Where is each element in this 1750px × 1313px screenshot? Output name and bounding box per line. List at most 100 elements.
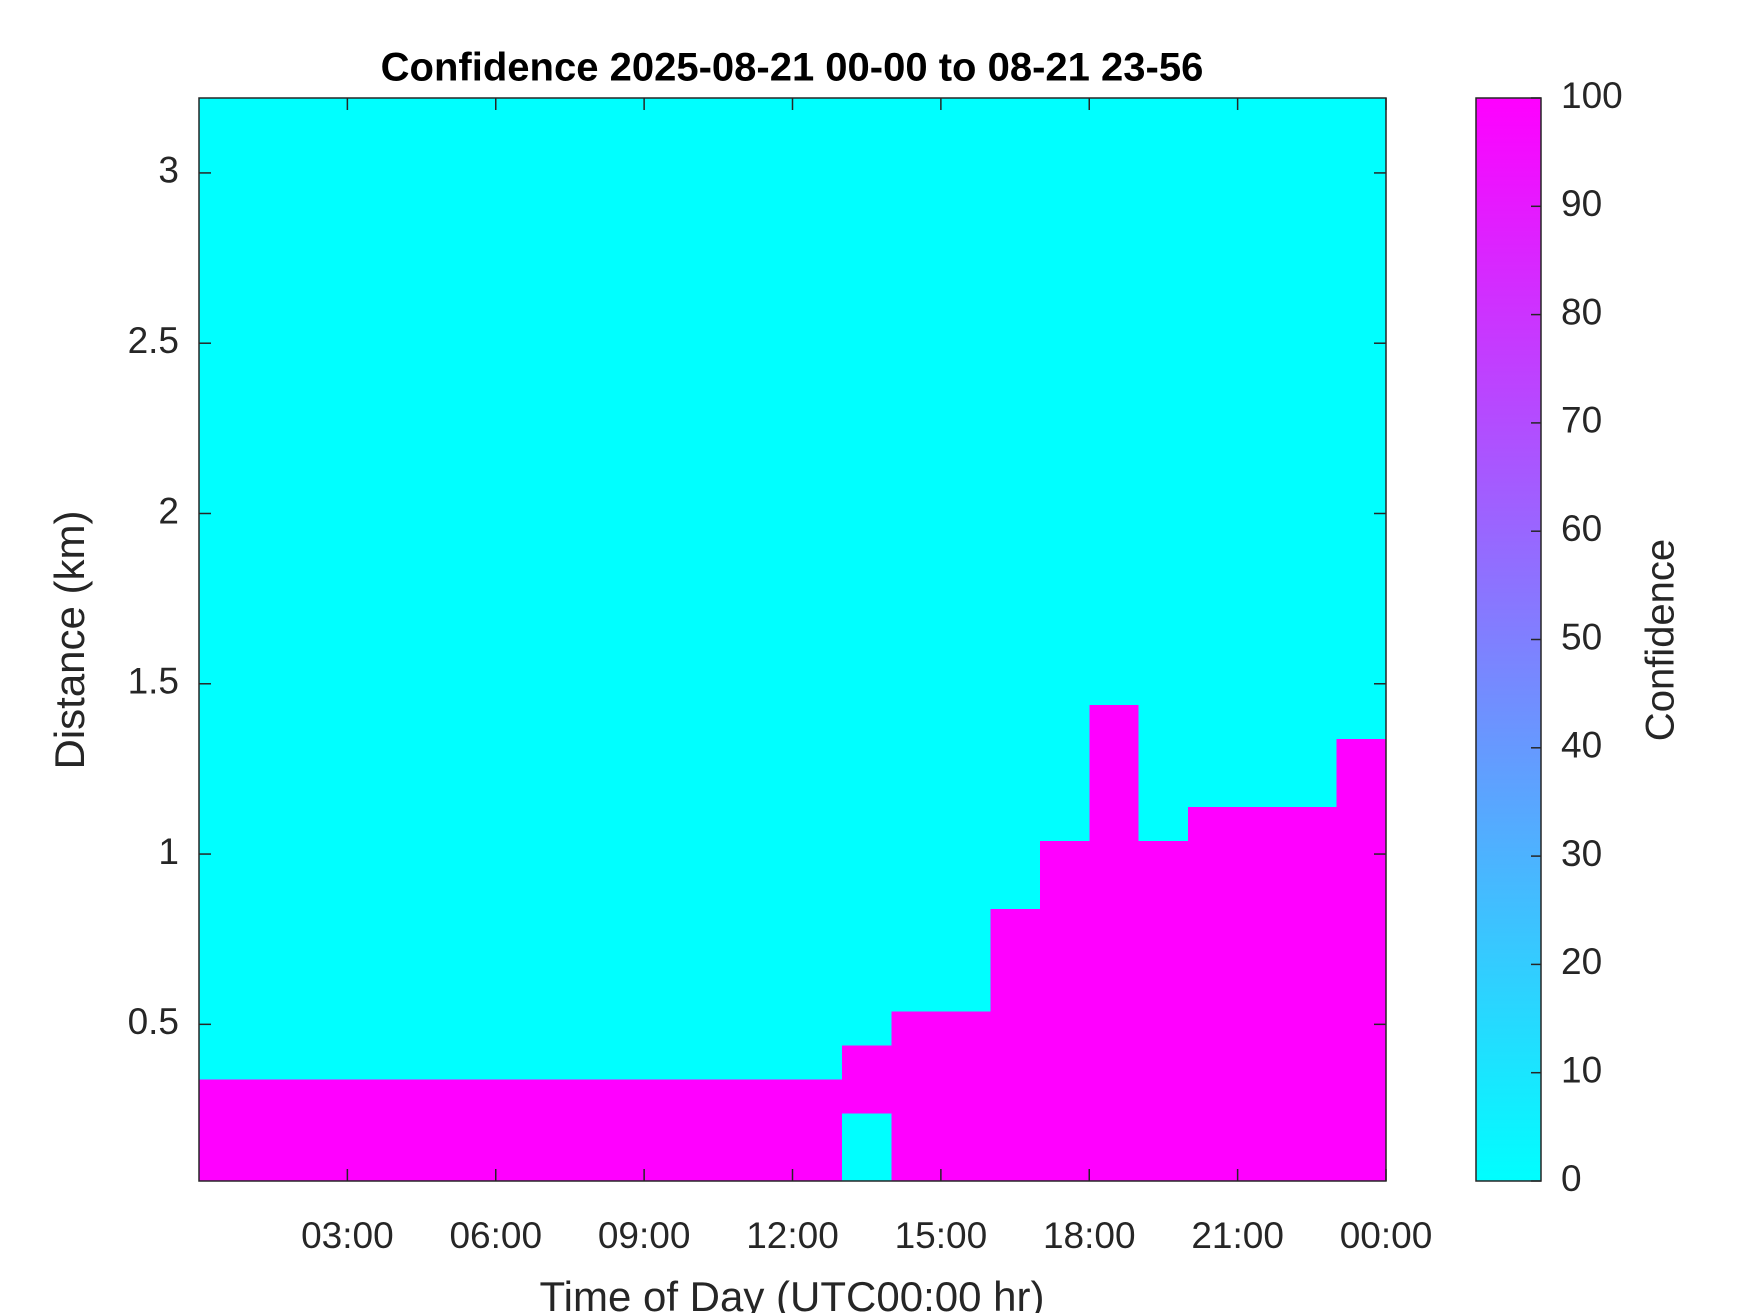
heatmap-cell: [1237, 908, 1288, 944]
heatmap-cell: [990, 1044, 1041, 1080]
heatmap-cell: [545, 874, 596, 910]
heatmap-cell: [297, 159, 348, 194]
heatmap-cell: [743, 670, 794, 705]
heatmap-cell: [1336, 98, 1386, 126]
heatmap-cell: [1237, 874, 1288, 910]
heatmap-cell: [396, 193, 447, 229]
heatmap-cell: [1089, 806, 1140, 842]
heatmap-cell: [199, 908, 250, 944]
heatmap-cell: [545, 465, 596, 501]
heatmap-cell: [297, 976, 348, 1012]
heatmap-cell: [1089, 840, 1140, 876]
heatmap-cell: [446, 295, 497, 331]
heatmap-cell: [1237, 976, 1288, 1012]
heatmap-cell: [1336, 125, 1386, 160]
heatmap-cell: [446, 1112, 497, 1148]
heatmap-cell: [990, 1010, 1041, 1046]
heatmap-cell: [545, 738, 596, 773]
heatmap-cell: [1039, 567, 1090, 603]
heatmap-cell: [940, 98, 991, 126]
heatmap-cell: [1287, 874, 1338, 910]
chart-title: Confidence 2025-08-21 00-00 to 08-21 23-…: [381, 46, 1204, 90]
heatmap-cell: [1039, 295, 1090, 331]
heatmap-cell: [248, 431, 299, 467]
heatmap-cell: [1039, 704, 1090, 739]
heatmap-cell: [1237, 1078, 1288, 1114]
heatmap-cell: [199, 636, 250, 671]
heatmap-cell: [347, 465, 398, 501]
heatmap-cell: [1188, 1078, 1239, 1114]
heatmap-cell: [990, 602, 1041, 637]
heatmap-cell: [1039, 261, 1090, 297]
heatmap-cell: [1336, 193, 1386, 229]
heatmap-cell: [1039, 874, 1090, 910]
heatmap-cell: [347, 193, 398, 229]
heatmap-cell: [743, 227, 794, 263]
heatmap-cell: [297, 533, 348, 569]
heatmap-cell: [940, 976, 991, 1012]
heatmap-cell: [545, 98, 596, 126]
heatmap-cell: [199, 1112, 250, 1148]
y-tick-label: 3: [158, 150, 179, 191]
heatmap-cell: [347, 806, 398, 842]
heatmap-cell: [199, 772, 250, 807]
heatmap-cell: [396, 1010, 447, 1046]
heatmap-cell: [248, 1010, 299, 1046]
heatmap-cell: [693, 772, 744, 807]
heatmap-cell: [545, 329, 596, 365]
heatmap-cell: [199, 1044, 250, 1080]
heatmap-cell: [940, 125, 991, 160]
heatmap-cell: [594, 738, 645, 773]
heatmap-cell: [841, 363, 893, 399]
y-tick-label: 2.5: [128, 320, 179, 361]
heatmap-cell: [1138, 567, 1189, 603]
heatmap-cell: [743, 908, 794, 944]
heatmap-cell: [1336, 772, 1386, 807]
heatmap-cell: [1237, 159, 1288, 194]
heatmap-cell: [396, 704, 447, 739]
heatmap-cell: [495, 602, 546, 637]
heatmap-cell: [1188, 874, 1239, 910]
heatmap-cell: [940, 874, 991, 910]
heatmap-cell: [792, 1010, 843, 1046]
heatmap-cell: [1188, 295, 1239, 331]
heatmap-cell: [891, 806, 942, 842]
heatmap-cell: [644, 942, 695, 978]
heatmap-cell: [891, 670, 942, 705]
heatmap-cell: [940, 772, 991, 807]
heatmap-cell: [396, 465, 447, 501]
heatmap-cell: [545, 431, 596, 467]
heatmap-cell: [1287, 1010, 1338, 1046]
heatmap-cell: [1287, 942, 1338, 978]
heatmap-cell: [1039, 1146, 1090, 1181]
heatmap-cell: [693, 329, 744, 365]
heatmap-cell: [990, 125, 1041, 160]
heatmap-cell: [347, 533, 398, 569]
heatmap-cell: [199, 363, 250, 399]
heatmap-cell: [1089, 98, 1140, 126]
heatmap-cell: [1336, 1044, 1386, 1080]
heatmap-cell: [940, 1078, 991, 1114]
heatmap-cell: [990, 159, 1041, 194]
heatmap-cell: [545, 1044, 596, 1080]
heatmap-cell: [891, 874, 942, 910]
heatmap-cell: [1138, 942, 1189, 978]
heatmap-cell: [545, 159, 596, 194]
heatmap-cell: [446, 465, 497, 501]
heatmap-cell: [347, 431, 398, 467]
heatmap-cell: [693, 1146, 744, 1181]
heatmap-cell: [841, 567, 893, 603]
heatmap-cell: [1138, 1078, 1189, 1114]
heatmap-cell: [891, 738, 942, 773]
heatmap-cell: [1287, 976, 1338, 1012]
heatmap-cell: [644, 363, 695, 399]
heatmap-cell: [1138, 1044, 1189, 1080]
heatmap-cell: [594, 533, 645, 569]
heatmap-cell: [297, 329, 348, 365]
colorbar-tick-label: 90: [1561, 183, 1602, 224]
heatmap-cell: [1039, 602, 1090, 637]
heatmap-cell: [743, 874, 794, 910]
heatmap-cell: [940, 1044, 991, 1080]
heatmap-cell: [940, 329, 991, 365]
heatmap-cell: [792, 227, 843, 263]
